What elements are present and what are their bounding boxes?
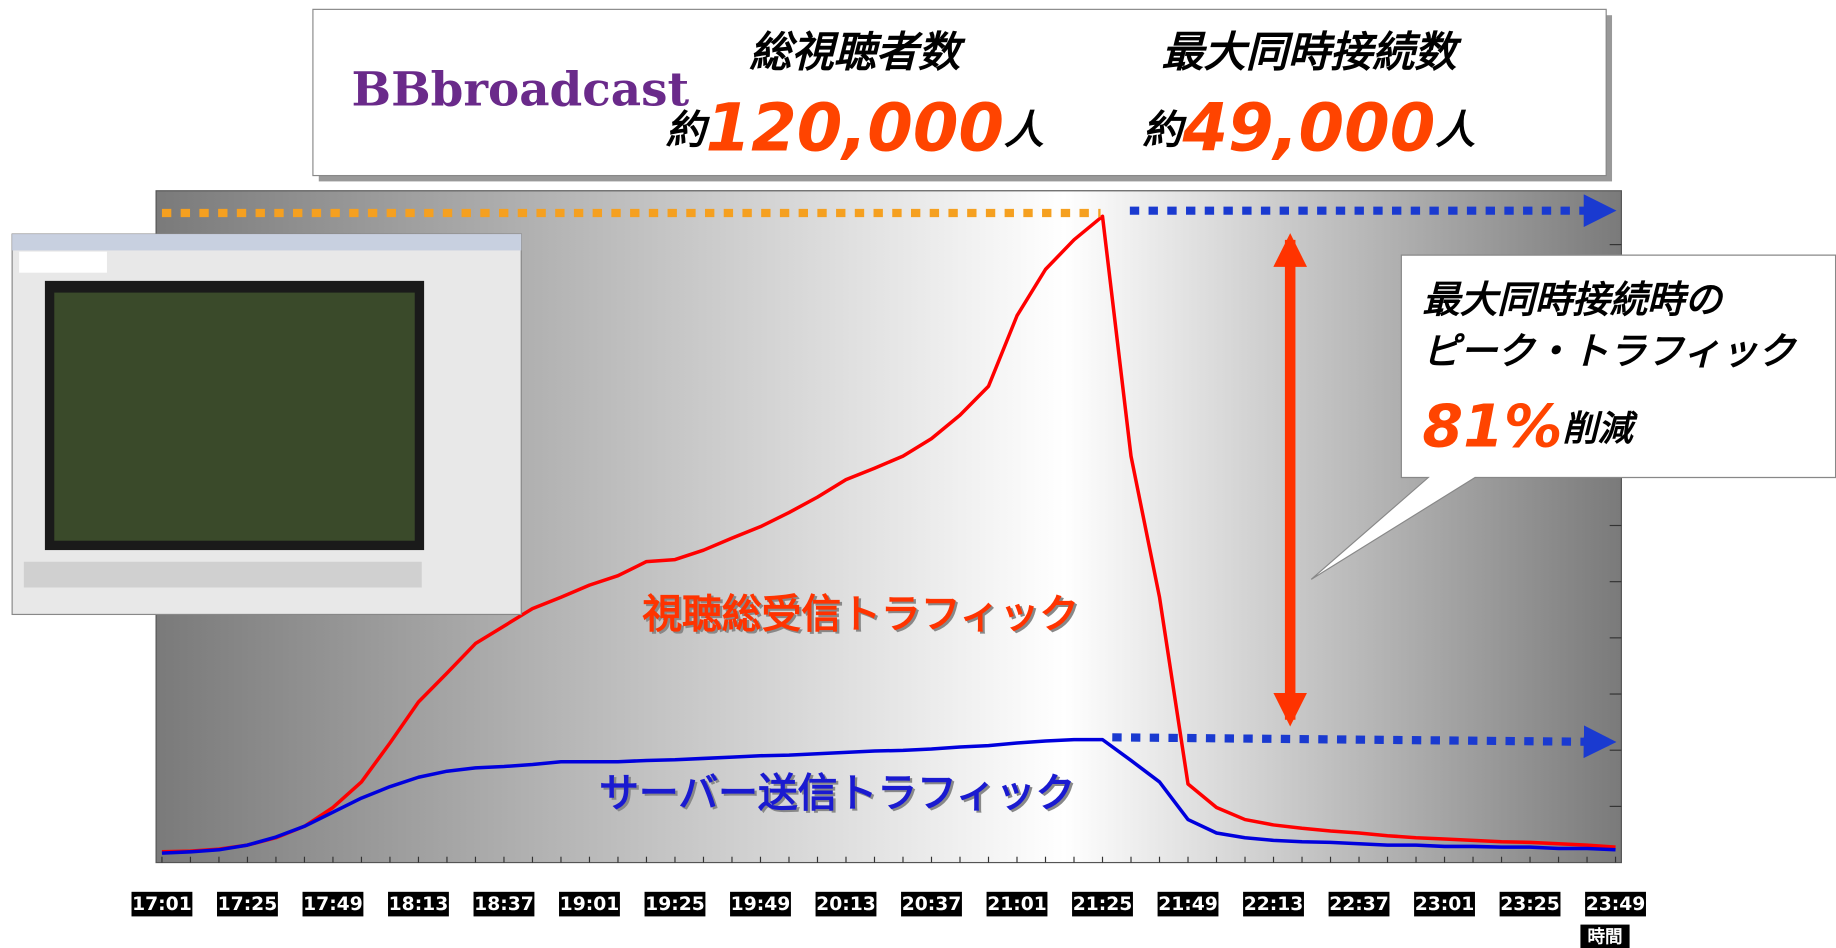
unit: 人 [1004,107,1044,153]
total-value: 120,000 [706,90,1004,166]
x-tick-label: 23:01 [1415,894,1475,915]
peak-label: 最大同時接続数 [1161,28,1462,77]
x-tick-label: 17:49 [303,894,363,915]
series-label: 視聴総受信トラフィック [642,591,1079,637]
callout-suffix: 削減 [1562,409,1638,450]
peak-value: 49,000 [1181,90,1435,166]
prefix: 約 [666,107,711,153]
x-axis-label: 時間 [1587,926,1622,947]
x-tick-label: 21:01 [987,894,1047,915]
video-screenshot [12,234,521,614]
unit: 人 [1435,107,1475,153]
x-tick-label: 18:13 [389,894,449,915]
x-tick-label: 21:25 [1073,894,1133,915]
x-tick-label: 21:49 [1158,894,1218,915]
total-label: 総視聴者数 [749,28,966,77]
x-tick-label: 17:01 [132,894,192,915]
x-tick-label: 18:37 [474,894,534,915]
callout-line: ピーク・トラフィック [1422,329,1797,373]
callout-percent: 81% [1422,393,1562,461]
peak-text: 約49,000人 [1143,90,1476,166]
callout-line: 最大同時接続時の [1422,277,1724,321]
prefix: 約 [1143,107,1188,153]
x-tick-label: 22:13 [1244,894,1304,915]
x-tick-label: 20:37 [902,894,962,915]
x-tick-label: 22:37 [1329,894,1389,915]
series-label: サーバー送信トラフィック [599,770,1075,816]
x-tick-label: 23:25 [1500,894,1560,915]
x-tick-label: 19:01 [560,894,620,915]
chart: BBbroadcast 総視聴者数 約120,000人 最大同時接続数 約49,… [0,0,1836,948]
x-tick-label: 23:49 [1586,894,1646,915]
total-text: 約120,000人 [666,90,1044,166]
x-tick-label: 17:25 [218,894,278,915]
x-tick-label: 19:49 [731,894,791,915]
page: BBbroadcast 総視聴者数 約120,000人 最大同時接続数 約49,… [0,0,1836,948]
logo: BBbroadcast [352,63,690,118]
x-tick-label: 19:25 [645,894,705,915]
x-tick-label: 20:13 [816,894,876,915]
